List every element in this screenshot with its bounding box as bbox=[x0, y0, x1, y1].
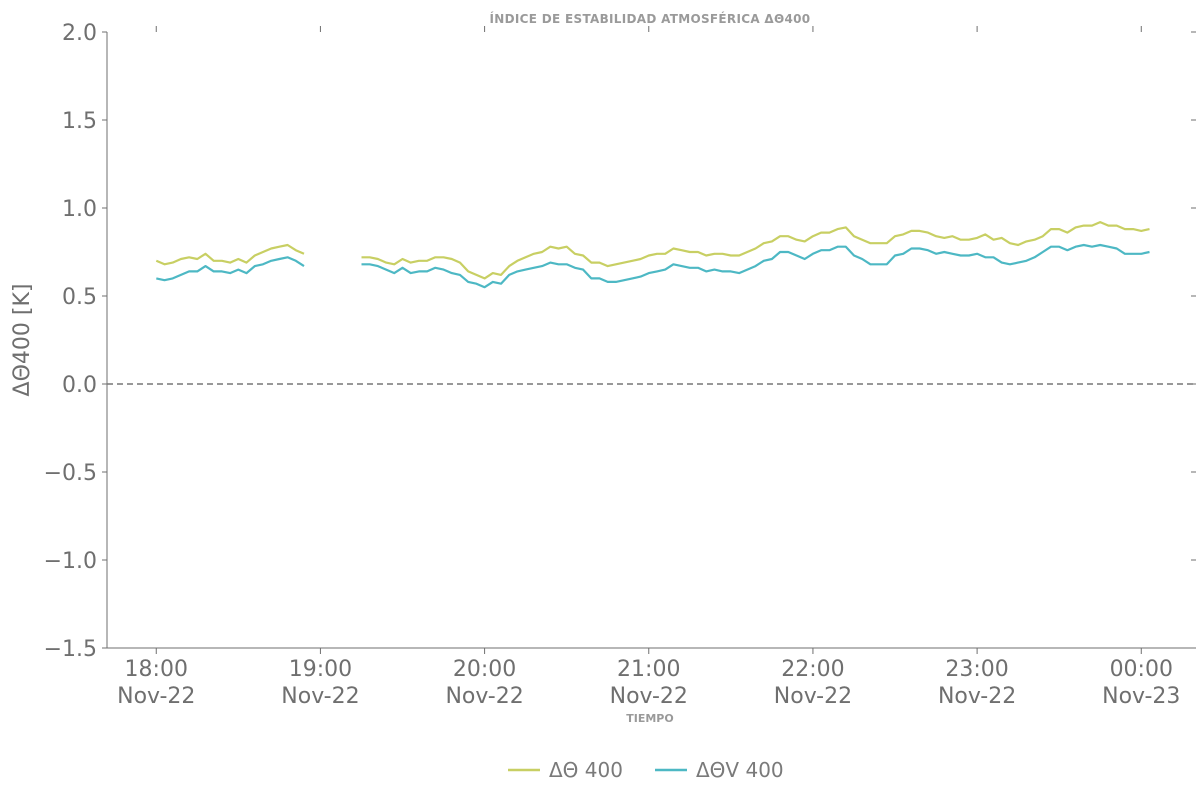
series-line-delta-theta-v bbox=[361, 243, 1150, 289]
y-ticks: 2.0 1.5 1.0 0.5 0.0 −0.5 −1.0 −1.5 bbox=[44, 21, 1196, 662]
y-tick-label: 1.5 bbox=[62, 109, 97, 134]
series-line-delta-theta bbox=[361, 221, 1150, 280]
y-tick-label: 2.0 bbox=[62, 21, 97, 46]
x-tick-label-hour: 18:00 bbox=[125, 657, 188, 682]
plot-lines bbox=[155, 221, 1150, 289]
x-tick-label-day: Nov-22 bbox=[281, 684, 359, 709]
y-tick-label: 0.5 bbox=[62, 285, 97, 310]
legend-label: ΔΘV 400 bbox=[696, 758, 784, 782]
x-tick-label-day: Nov-22 bbox=[774, 684, 852, 709]
y-tick-label: −1.5 bbox=[44, 637, 97, 662]
x-tick-label-day: Nov-22 bbox=[938, 684, 1016, 709]
y-tick-label: 0.0 bbox=[62, 373, 97, 398]
x-tick-label-hour: 22:00 bbox=[781, 657, 844, 682]
x-tick-label-hour: 23:00 bbox=[945, 657, 1008, 682]
x-tick-label-hour: 21:00 bbox=[617, 657, 680, 682]
x-tick-label-day: Nov-23 bbox=[1102, 684, 1180, 709]
x-tick-label-hour: 00:00 bbox=[1110, 657, 1173, 682]
y-tick-label: −1.0 bbox=[44, 549, 97, 574]
axes bbox=[106, 32, 1196, 649]
chart-title: ÍNDICE DE ESTABILIDAD ATMOSFÉRICA ΔΘ400 bbox=[490, 11, 811, 26]
x-ticks: 18:00Nov-2219:00Nov-2220:00Nov-2221:00No… bbox=[117, 26, 1180, 709]
y-axis-label: ΔΘ400 [K] bbox=[10, 284, 35, 397]
x-tick-label-day: Nov-22 bbox=[610, 684, 688, 709]
x-tick-label-hour: 20:00 bbox=[453, 657, 516, 682]
x-tick-label-hour: 19:00 bbox=[289, 657, 352, 682]
legend-label: ΔΘ 400 bbox=[549, 758, 623, 782]
x-tick-label-day: Nov-22 bbox=[117, 684, 195, 709]
series-line-delta-theta bbox=[155, 243, 305, 266]
x-tick-label-day: Nov-22 bbox=[445, 684, 523, 709]
x-axis-label: TIEMPO bbox=[626, 712, 673, 725]
y-tick-label: −0.5 bbox=[44, 461, 97, 486]
series-line-delta-theta-v bbox=[156, 256, 305, 282]
legend: ΔΘ 400 ΔΘV 400 bbox=[508, 758, 784, 782]
y-tick-label: 1.0 bbox=[62, 197, 97, 222]
